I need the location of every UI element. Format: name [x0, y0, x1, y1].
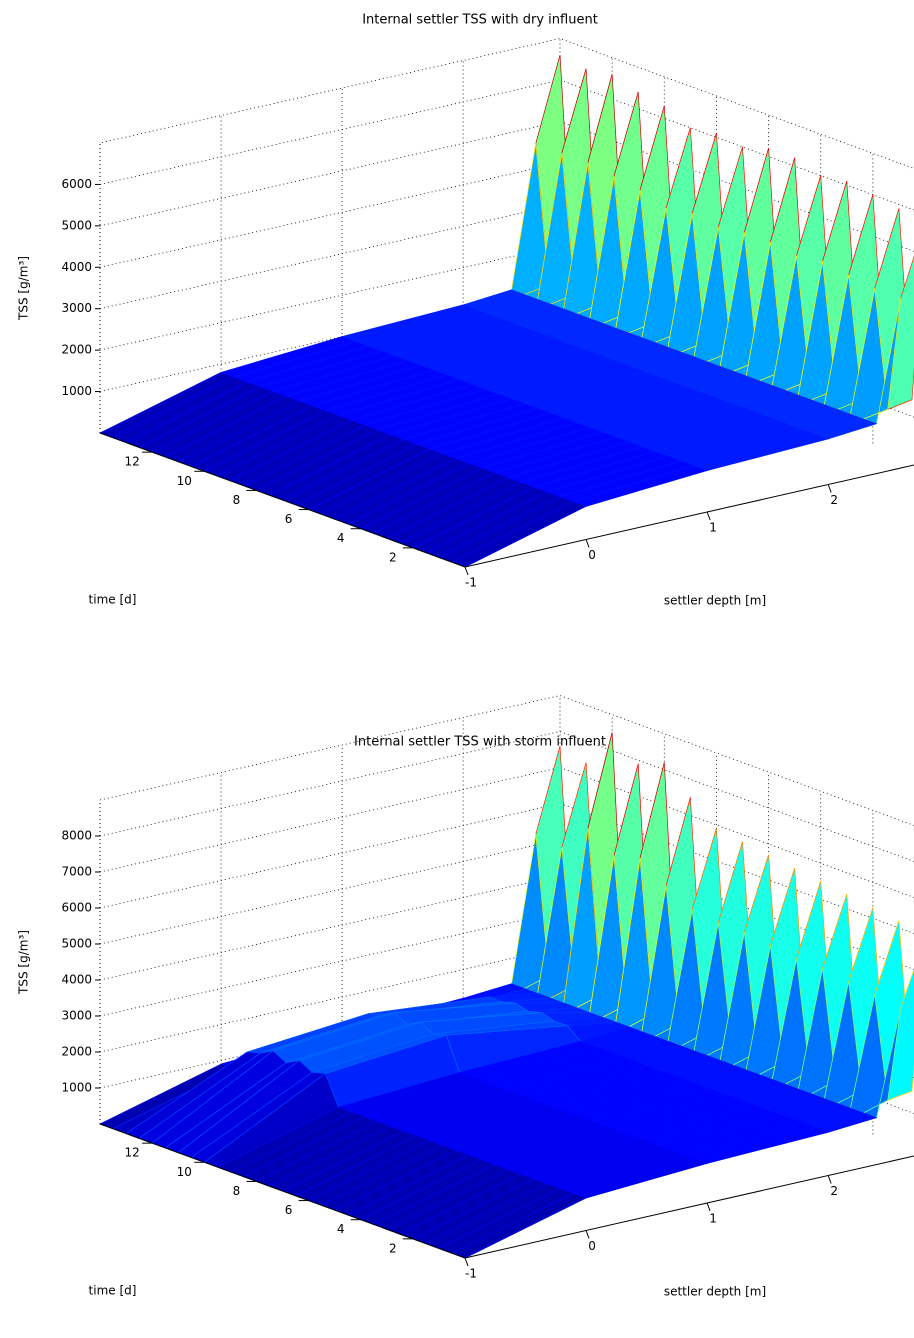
x-tick-label: 2: [389, 550, 397, 564]
chart-title: Internal settler TSS with storm influent: [354, 735, 606, 750]
x-tick-label: 4: [337, 1222, 345, 1236]
x-tick-label: 12: [125, 455, 140, 469]
y-tick-label: 2: [830, 1184, 838, 1198]
y-tick: [585, 1230, 590, 1239]
y-tick: [706, 1202, 711, 1212]
x-axis-label: time [d]: [89, 593, 137, 607]
y-axis-label: settler depth [m]: [664, 593, 766, 607]
z-tick-label: 4000: [61, 260, 92, 274]
z-tick-label: 6000: [61, 901, 92, 915]
x-axis: [99, 1123, 466, 1259]
y-tick: [464, 1257, 469, 1267]
x-tick-label: 4: [337, 531, 345, 545]
x-tick-label: 2: [389, 1241, 397, 1255]
y-tick-label: 0: [588, 1239, 596, 1253]
y-tick: [827, 484, 832, 493]
x-tick-label: 10: [177, 474, 192, 488]
x-tick-label: 6: [285, 1203, 293, 1217]
z-tick-label: 5000: [61, 937, 92, 951]
z-tick-label: 2000: [61, 1045, 92, 1059]
y-axis: [464, 464, 914, 568]
y-tick-label: -1: [465, 1267, 477, 1281]
x-tick-label: 10: [177, 1165, 192, 1179]
y-tick: [706, 511, 711, 521]
grid-line: [99, 731, 914, 862]
z-axis-label: TSS [g/m³]: [17, 930, 31, 995]
z-tick-label: 4000: [61, 973, 92, 987]
x-tick-label: 12: [125, 1146, 140, 1160]
z-tick-label: 1000: [61, 1081, 92, 1095]
z-tick-label: 3000: [61, 301, 92, 315]
y-tick-label: 2: [830, 493, 838, 507]
z-tick-label: 3000: [61, 1009, 92, 1023]
y-tick-label: -1: [465, 576, 477, 590]
y-tick: [585, 539, 590, 548]
y-tick-label: 1: [709, 521, 717, 535]
y-tick: [464, 566, 469, 576]
x-axis: [99, 432, 466, 568]
x-tick-label: 8: [233, 1184, 241, 1198]
y-tick-label: 1: [709, 1212, 717, 1226]
chart-title: Internal settler TSS with dry influent: [362, 13, 598, 28]
x-tick-label: 6: [285, 512, 293, 526]
y-tick-label: 0: [588, 548, 596, 562]
y-axis-label: settler depth [m]: [664, 1284, 766, 1298]
x-axis-label: time [d]: [89, 1284, 137, 1298]
z-tick-label: 5000: [61, 218, 92, 232]
z-tick-label: 7000: [61, 865, 92, 879]
x-tick-label: 8: [233, 493, 241, 507]
z-tick-label: 2000: [61, 343, 92, 357]
y-axis: [464, 1155, 914, 1259]
y-tick: [827, 1175, 832, 1184]
z-tick-label: 8000: [61, 829, 92, 843]
z-axis-label: TSS [g/m³]: [17, 256, 31, 321]
z-tick-label: 1000: [61, 384, 92, 398]
z-tick-label: 6000: [61, 177, 92, 191]
